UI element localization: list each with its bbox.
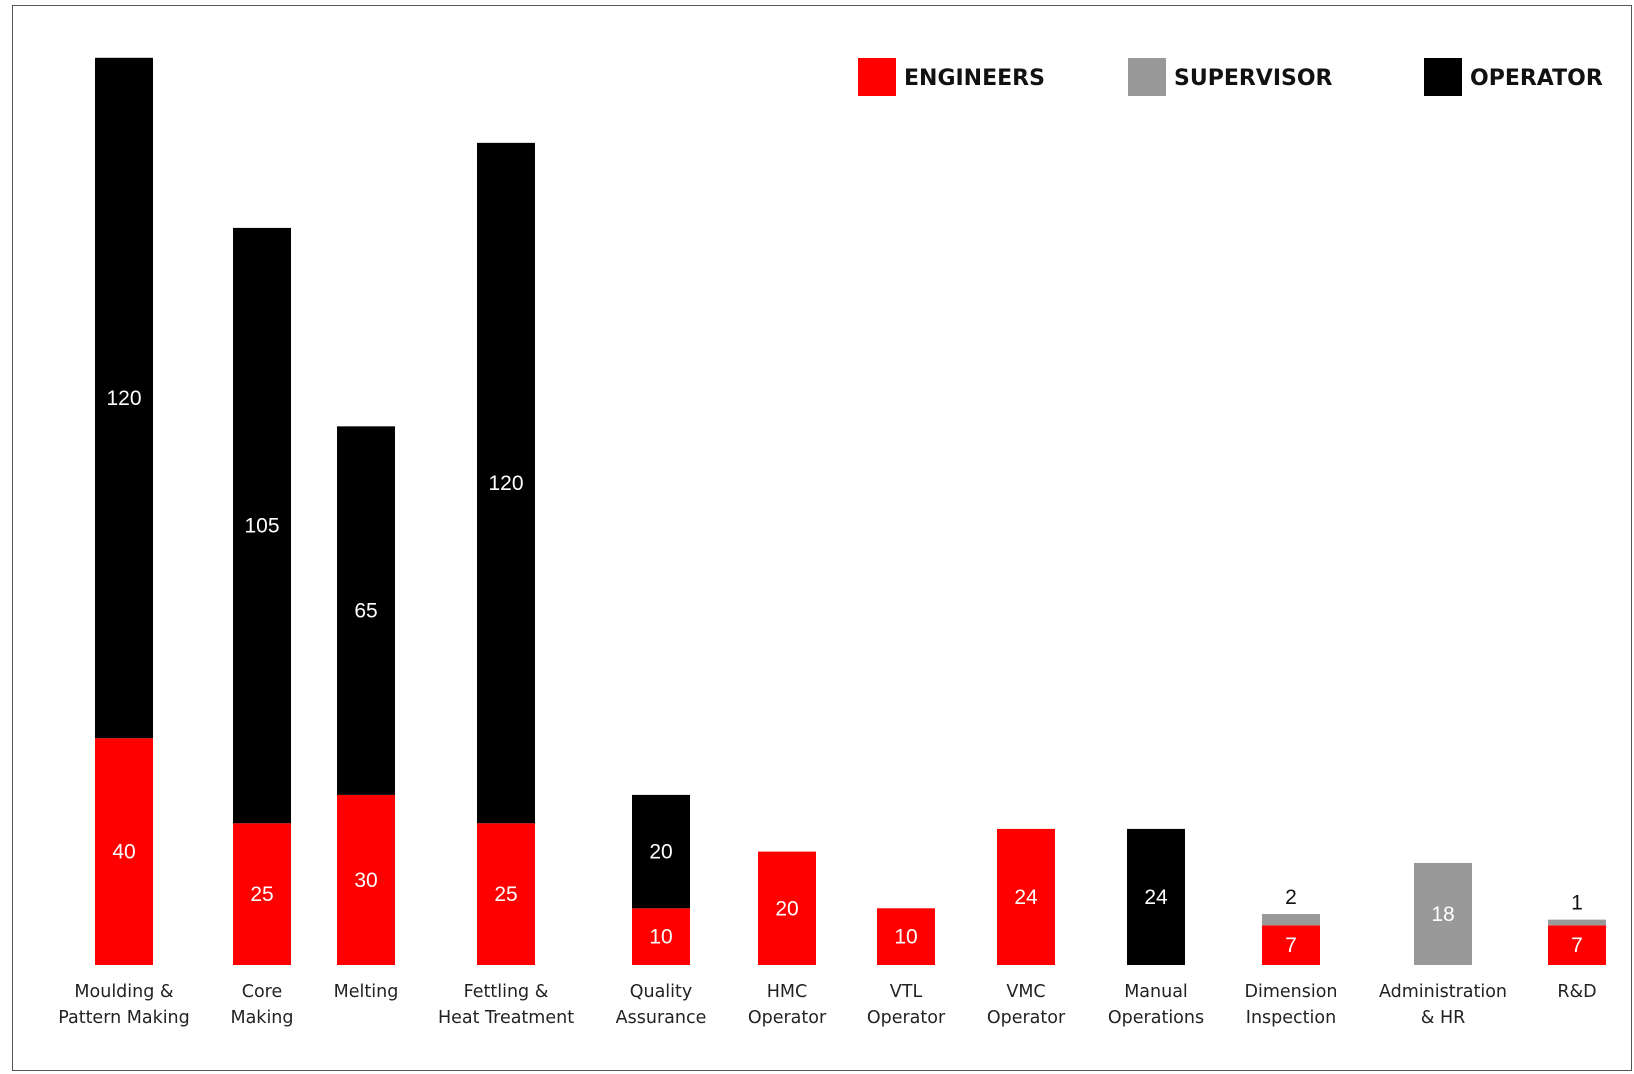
- bar-value-label-operator: 105: [244, 515, 279, 538]
- category-label-line: Quality: [630, 982, 693, 1002]
- bar-engineers: [997, 828, 1055, 965]
- category-label-line: Heat Treatment: [438, 1008, 574, 1028]
- bar-value-label-operator: 20: [649, 841, 672, 864]
- bar-value-label-engineers: 7: [1571, 934, 1583, 957]
- bar-engineers: [877, 908, 935, 965]
- category-label-line: Operator: [748, 1008, 827, 1028]
- category-label: Quality Assurance: [616, 982, 707, 1028]
- category-label-line: VTL: [890, 982, 923, 1002]
- category-label-line: Melting: [334, 982, 399, 1002]
- category-label-line: Dimension: [1244, 982, 1337, 1002]
- category-label: Moulding & Pattern Making: [58, 982, 190, 1028]
- legend-swatch-engineers: [858, 58, 896, 96]
- bar-engineers: [337, 794, 395, 965]
- category-label: Fettling & Heat Treatment: [438, 982, 574, 1028]
- category-label-line: Making: [230, 1008, 293, 1028]
- category-label-line: Pattern Making: [58, 1008, 190, 1028]
- legend-label-engineers: ENGINEERS: [904, 66, 1045, 91]
- legend-swatch-operator: [1424, 58, 1462, 96]
- bar-supervisor: [1414, 862, 1472, 965]
- bar-engineers: [95, 738, 153, 965]
- bar-value-label-engineers: 25: [250, 883, 273, 906]
- category-label-line: & HR: [1421, 1008, 1466, 1028]
- category-label-line: Operator: [867, 1008, 946, 1028]
- bar-operator: [477, 142, 535, 824]
- category-label: VMC Operator: [987, 982, 1066, 1028]
- bar-value-label-supervisor: 1: [1571, 892, 1583, 915]
- category-label: Administration & HR: [1379, 982, 1507, 1028]
- category-label: Manual Operations: [1108, 982, 1204, 1028]
- bar-value-label-operator: 24: [1144, 886, 1168, 909]
- category-label-line: HMC: [767, 982, 807, 1002]
- category-label-line: Operator: [987, 1008, 1066, 1028]
- bar-value-label-supervisor: 2: [1285, 886, 1297, 909]
- bar-operator: [95, 57, 153, 739]
- legend-swatch-supervisor: [1128, 58, 1166, 96]
- legend-label-operator: OPERATOR: [1470, 66, 1603, 91]
- bar-supervisor: [1262, 913, 1320, 926]
- category-label-line: Moulding &: [74, 982, 173, 1002]
- category-label-line: Administration: [1379, 982, 1507, 1002]
- bar-value-label-engineers: 20: [775, 897, 798, 920]
- bar-value-label-operator: 120: [488, 472, 523, 495]
- bar-value-label-engineers: 10: [649, 926, 672, 949]
- bar-engineers: [758, 851, 816, 965]
- bar-engineers: [477, 823, 535, 965]
- bar-value-label-supervisor: 18: [1431, 903, 1454, 926]
- bar-value-label-operator: 120: [106, 387, 141, 410]
- bar-engineers: [1262, 925, 1320, 965]
- category-label: Dimension Inspection: [1244, 982, 1337, 1028]
- category-label-line: Manual: [1124, 982, 1188, 1002]
- bar-value-label-engineers: 7: [1285, 934, 1297, 957]
- bar-operator: [632, 794, 690, 909]
- bar-value-label-engineers: 30: [354, 869, 377, 892]
- bar-operator: [1127, 828, 1185, 965]
- category-label-line: Inspection: [1246, 1008, 1336, 1028]
- bar-value-label-engineers: 25: [494, 883, 517, 906]
- bar-engineers: [233, 823, 291, 965]
- bar-engineers: [632, 908, 690, 965]
- category-label: Melting: [334, 982, 399, 1002]
- bar-value-label-engineers: 10: [894, 926, 917, 949]
- chart-frame: [12, 5, 1632, 1071]
- category-label-line: Core: [242, 982, 283, 1002]
- category-label-line: R&D: [1557, 982, 1596, 1002]
- category-label-line: Assurance: [616, 1008, 707, 1028]
- bar-value-label-engineers: 24: [1014, 886, 1038, 909]
- legend-label-supervisor: SUPERVISOR: [1174, 66, 1333, 91]
- category-label-line: VMC: [1006, 982, 1045, 1002]
- category-label: HMC Operator: [748, 982, 827, 1028]
- bar-value-label-engineers: 40: [112, 841, 135, 864]
- bar-operator: [233, 227, 291, 824]
- category-label-line: Fettling &: [464, 982, 549, 1002]
- bar-operator: [337, 426, 395, 795]
- category-label: Core Making: [230, 982, 293, 1028]
- category-label: R&D: [1557, 982, 1596, 1002]
- bar-value-label-operator: 65: [354, 600, 377, 623]
- category-label: VTL Operator: [867, 982, 946, 1028]
- category-label-line: Operations: [1108, 1008, 1204, 1028]
- bar-supervisor: [1548, 919, 1606, 926]
- bar-engineers: [1548, 925, 1606, 965]
